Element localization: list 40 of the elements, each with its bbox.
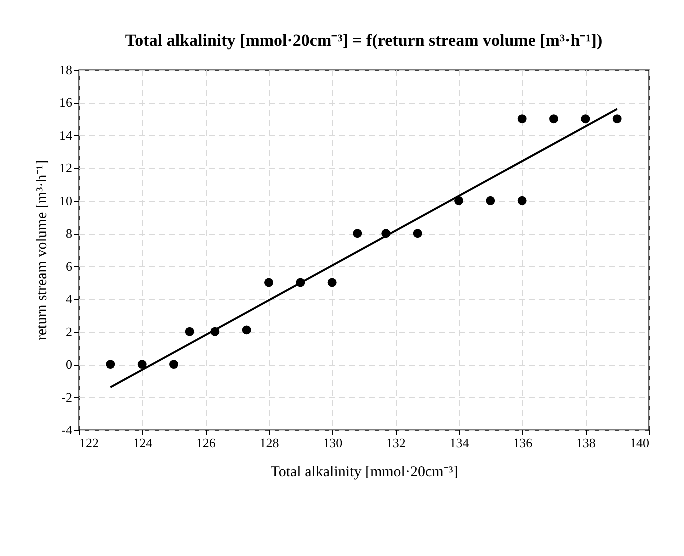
x-tick-label: 126 — [196, 436, 216, 450]
x-tick-label: 122 — [80, 436, 99, 450]
y-tick-label: 14 — [60, 128, 73, 143]
y-tick-label: 12 — [60, 160, 72, 176]
point — [581, 114, 590, 124]
y-tick-label: 10 — [60, 193, 72, 208]
chart-title: Total alkalinity [mmol·20cm⁻³] = f(return stream volume [m³·h⁻¹]) — [125, 31, 603, 50]
y-tick-label: -4 — [62, 422, 73, 438]
point — [328, 278, 337, 288]
x-tick-label: 130 — [323, 436, 343, 450]
x-tick-label: 138 — [576, 436, 596, 450]
point — [518, 114, 527, 124]
y-axis-title: return stream volume [m³·h⁻¹] — [34, 160, 50, 341]
y-tick-label: 0 — [66, 357, 72, 372]
point — [353, 229, 362, 238]
y-tick-label: 8 — [66, 226, 72, 242]
y-tick-label: 16 — [60, 95, 73, 110]
point — [550, 114, 558, 124]
point — [518, 196, 527, 206]
point — [138, 360, 147, 370]
point — [185, 327, 194, 336]
y-tick-label: 2 — [66, 324, 72, 340]
y-tick-label: -2 — [62, 390, 72, 405]
point — [413, 229, 422, 238]
y-tick-label: 4 — [66, 292, 73, 307]
y-tick-label: 18 — [60, 62, 72, 78]
x-tick-label: 128 — [260, 436, 280, 450]
x-tick-label: 124 — [133, 436, 154, 450]
x-tick-label: 136 — [513, 436, 534, 450]
point — [170, 360, 178, 370]
x-axis-title: Total alkalinity [mmol·20cm⁻³] — [270, 464, 458, 480]
x-tick-label: 140 — [630, 436, 650, 450]
y-tick-label: 6 — [66, 258, 73, 274]
point — [486, 196, 496, 206]
point — [242, 326, 252, 335]
point — [264, 278, 274, 288]
x-tick-label: 132 — [386, 436, 406, 450]
point — [612, 114, 622, 124]
point — [106, 360, 116, 370]
x-tick-label: 134 — [450, 436, 470, 450]
